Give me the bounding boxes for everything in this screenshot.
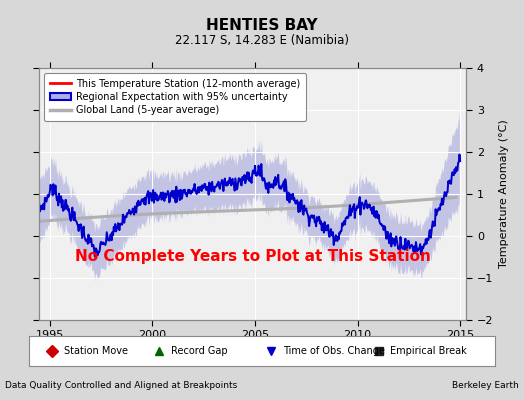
Y-axis label: Temperature Anomaly (°C): Temperature Anomaly (°C) [499, 120, 509, 268]
Legend: This Temperature Station (12-month average), Regional Expectation with 95% uncer: This Temperature Station (12-month avera… [44, 73, 307, 121]
Text: Empirical Break: Empirical Break [390, 346, 467, 356]
Text: Data Quality Controlled and Aligned at Breakpoints: Data Quality Controlled and Aligned at B… [5, 381, 237, 390]
Text: Berkeley Earth: Berkeley Earth [452, 381, 519, 390]
Text: HENTIES BAY: HENTIES BAY [206, 18, 318, 33]
Text: Time of Obs. Change: Time of Obs. Change [283, 346, 385, 356]
Text: Record Gap: Record Gap [171, 346, 228, 356]
Text: 22.117 S, 14.283 E (Namibia): 22.117 S, 14.283 E (Namibia) [175, 34, 349, 47]
Text: No Complete Years to Plot at This Station: No Complete Years to Plot at This Statio… [75, 250, 431, 264]
Text: Station Move: Station Move [64, 346, 128, 356]
